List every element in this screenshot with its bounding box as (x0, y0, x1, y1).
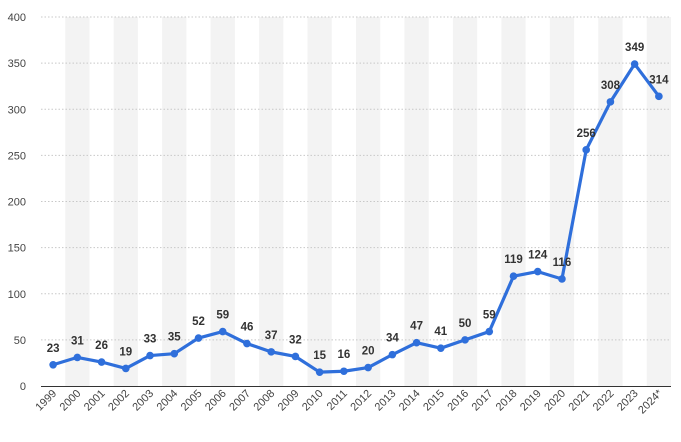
x-tick-label: 2001 (82, 388, 108, 414)
data-point (97, 358, 106, 366)
data-point (630, 60, 639, 68)
x-tick-label: 2013 (373, 388, 399, 414)
data-label: 23 (47, 343, 60, 355)
data-label: 124 (528, 250, 548, 262)
data-label: 20 (362, 346, 375, 358)
data-point (461, 336, 469, 344)
y-tick-label: 300 (8, 104, 26, 116)
x-tick-label: 2014 (397, 388, 423, 414)
data-label: 52 (192, 316, 205, 328)
data-point (170, 349, 179, 358)
data-point (146, 351, 154, 360)
data-points (49, 60, 663, 376)
x-tick-label: 2004 (155, 388, 181, 414)
x-tick-label: 2009 (276, 388, 302, 414)
x-tick-label: 2008 (252, 388, 278, 414)
data-label: 308 (601, 80, 621, 92)
data-point (412, 338, 421, 347)
data-point (509, 272, 518, 281)
x-tick-label: 2005 (179, 388, 205, 414)
data-label: 349 (625, 42, 644, 54)
x-tick-label: 2024* (636, 387, 665, 416)
x-tick-label: 2002 (106, 388, 132, 414)
x-axis: 1999200020012002200320042005200620072008… (33, 386, 671, 416)
y-tick-label: 50 (14, 335, 26, 347)
data-point (73, 353, 82, 362)
x-tick-label: 2021 (567, 388, 593, 414)
data-label: 31 (71, 335, 84, 347)
data-label: 314 (649, 74, 669, 86)
data-point (243, 339, 251, 348)
data-label: 256 (577, 128, 596, 140)
data-label: 15 (313, 350, 326, 362)
data-point (364, 363, 372, 372)
x-tick-label: 2016 (445, 388, 471, 414)
x-tick-label: 2022 (591, 388, 617, 414)
data-label: 37 (265, 330, 278, 342)
data-point (437, 344, 445, 352)
data-label: 19 (119, 346, 132, 358)
x-tick-label: 2000 (58, 388, 84, 414)
data-point (267, 348, 275, 356)
x-tick-label: 2011 (325, 388, 350, 413)
y-tick-label: 250 (8, 150, 26, 162)
y-tick-label: 200 (8, 197, 26, 209)
y-tick-label: 100 (8, 289, 26, 301)
data-point (582, 146, 590, 154)
data-point (655, 92, 663, 101)
x-tick-label: 2010 (300, 388, 326, 414)
data-point (558, 275, 566, 283)
series-line-group (51, 62, 661, 374)
data-label: 16 (337, 349, 350, 361)
data-label: 32 (289, 334, 302, 346)
data-label: 50 (459, 318, 472, 330)
data-point (218, 327, 227, 336)
x-tick-label: 2015 (421, 388, 447, 414)
x-tick-label: 2017 (470, 388, 496, 414)
data-label: 41 (434, 326, 447, 338)
x-tick-label: 2019 (518, 388, 544, 414)
data-point (533, 267, 542, 276)
data-label: 26 (95, 340, 108, 352)
y-axis-ticks: 0 50 100 150 200 250 300 350 400 (8, 12, 26, 393)
data-label: 59 (483, 310, 496, 322)
x-tick-label: 1999 (33, 388, 59, 414)
data-point (122, 364, 130, 373)
data-label: 34 (386, 333, 399, 345)
data-label: 59 (216, 310, 229, 322)
data-label: 47 (410, 321, 423, 333)
y-tick-label: 150 (8, 243, 26, 255)
column-bands (65, 17, 671, 386)
data-label: 35 (168, 332, 181, 344)
data-point (49, 360, 57, 369)
data-label: 33 (144, 334, 157, 346)
data-point (340, 367, 348, 376)
gridlines (41, 16, 671, 341)
data-point (606, 98, 615, 106)
data-point (485, 327, 494, 336)
data-labels: 23 31 26 19 33 35 52 59 46 37 32 15 16 20 34 47 41 50 59 11… (47, 42, 669, 362)
data-label: 46 (241, 322, 254, 334)
y-tick-label: 0 (20, 381, 26, 393)
data-point (194, 334, 203, 342)
x-tick-label: 2020 (542, 388, 568, 414)
y-tick-label: 400 (8, 12, 26, 24)
y-tick-label: 350 (8, 58, 26, 70)
x-tick-label: 2003 (130, 388, 156, 414)
data-label: 116 (553, 257, 572, 269)
data-point (291, 352, 300, 361)
x-tick-label: 2018 (494, 388, 520, 414)
x-tick-label: 2006 (203, 388, 229, 414)
x-tick-label: 2012 (348, 388, 374, 414)
series-line (51, 62, 661, 374)
data-point (315, 368, 324, 376)
data-label: 119 (504, 254, 523, 266)
data-point (388, 350, 397, 359)
x-tick-label: 2007 (227, 388, 253, 414)
